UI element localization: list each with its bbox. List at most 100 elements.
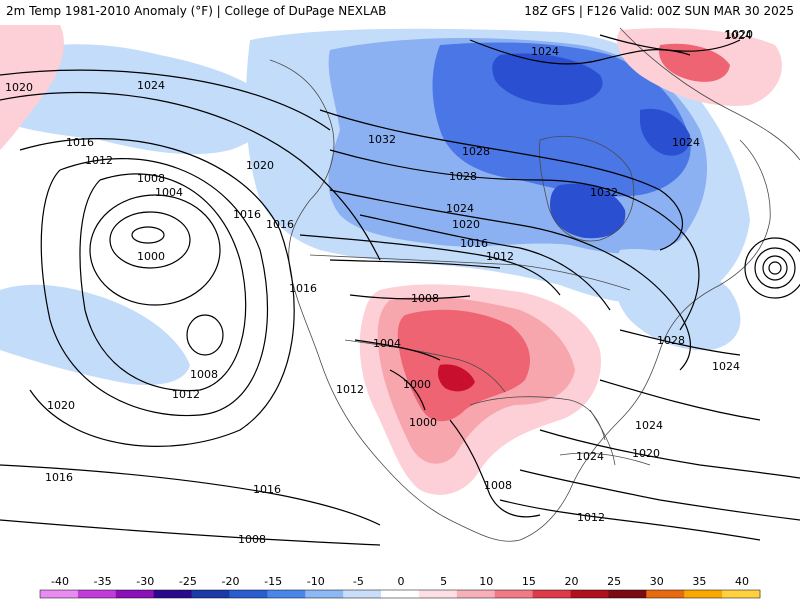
colorbar-tick-label: 35 <box>692 575 706 588</box>
isobar-label: 1032 <box>590 186 618 199</box>
colorbar-band <box>40 590 79 598</box>
colorbar-tick-label: 10 <box>479 575 493 588</box>
isobar-label: 1020 <box>5 81 33 94</box>
isobar-label: 1012 <box>336 383 364 396</box>
colorbar-band <box>608 590 647 598</box>
colorbar-band <box>267 590 306 598</box>
cold-anomaly-atlantic <box>614 249 741 351</box>
colorbar-band <box>684 590 723 598</box>
isobar-label: 1024 <box>137 79 165 92</box>
colorbar-band <box>494 590 534 598</box>
isobar-1016 <box>19 138 295 447</box>
isobar-1020 <box>0 91 381 261</box>
colorbar-band <box>646 590 685 598</box>
coastlines-and-borders <box>269 27 800 542</box>
colorbar-band <box>570 590 609 598</box>
map-title: 2m Temp 1981-2010 Anomaly (°F) | College… <box>6 4 387 18</box>
run-valid-time: 18Z GFS | F126 Valid: 00Z SUN MAR 30 202… <box>524 4 794 18</box>
isobar-label: 1012 <box>486 250 514 263</box>
isobar-label: 1024 <box>724 29 752 42</box>
isobar-labels: 1020 1024 1016 1012 1008 1004 1000 1008 … <box>5 28 753 546</box>
colorbar-band <box>191 590 230 598</box>
colorbar-band <box>153 590 193 598</box>
colorbar-tick-label: 40 <box>735 575 749 588</box>
cold-anomaly-core-north <box>492 53 603 105</box>
isobar-label: 1028 <box>462 145 490 158</box>
isobar-label: 1032 <box>368 133 396 146</box>
isobar-label: 1016 <box>289 282 317 295</box>
isobar-label: 1012 <box>172 388 200 401</box>
colorbar-band <box>381 590 420 598</box>
low-1004 <box>89 194 221 306</box>
isobar-1016-mid <box>299 234 561 296</box>
isobar-1016-south <box>0 464 381 526</box>
colorbar-tick-label: -40 <box>51 575 69 588</box>
isobar-label: 1016 <box>266 218 294 231</box>
colorbar-band <box>115 590 155 598</box>
low-1000-inner <box>131 226 165 244</box>
isobar-label: 1000 <box>409 416 437 429</box>
isobar-label: 1020 <box>725 28 753 41</box>
isobar-1020-mid <box>359 214 611 311</box>
colorbar-tick-label: 20 <box>565 575 579 588</box>
isobar-1012 <box>40 158 269 417</box>
colorbar-tick-label: -20 <box>222 575 240 588</box>
isobar-label: 1012 <box>577 511 605 524</box>
warm-anomaly-greenland-core <box>659 43 730 82</box>
isobar-1032 <box>319 109 684 251</box>
isobar-label: 1000 <box>403 378 431 391</box>
isobar-label: 1024 <box>446 202 474 215</box>
isobar-label: 1020 <box>632 447 660 460</box>
colorbar-tick-label: -25 <box>179 575 197 588</box>
isobar-label: 1016 <box>253 483 281 496</box>
colorbar-bands <box>40 590 761 598</box>
isobar-label: 1008 <box>137 172 165 185</box>
isobar-label: 1008 <box>484 479 512 492</box>
isobar-label: 1008 <box>238 533 266 546</box>
isobar-1012-carib <box>499 499 761 541</box>
isobar-1028-atl <box>619 329 741 356</box>
colorbar-tick-label: 5 <box>440 575 447 588</box>
gulf-coast <box>469 396 606 441</box>
isobar-label: 1016 <box>45 471 73 484</box>
cold-anomaly-alaska <box>0 44 273 155</box>
low-atlantic-3 <box>754 247 796 289</box>
weather-map: 1020 1024 1016 1012 1008 1004 1000 1008 … <box>0 22 800 568</box>
colorbar-tick-label: -30 <box>136 575 154 588</box>
isobar-1004-mid <box>354 339 441 361</box>
colorbar-tick-label: -15 <box>264 575 282 588</box>
isobar-label: 1024 <box>712 360 740 373</box>
isobar-label: 1004 <box>155 186 183 199</box>
isobar-1024-west <box>0 69 331 131</box>
low-atlantic-2 <box>762 255 788 281</box>
us-canada-border <box>309 254 631 291</box>
colorbar-tick-label: 15 <box>522 575 536 588</box>
low-atlantic-4 <box>744 237 800 299</box>
warm-anomaly-bering <box>0 25 64 150</box>
isobars <box>0 34 800 546</box>
warm-anomaly-core <box>437 364 475 392</box>
temperature-anomaly-shading <box>0 25 782 495</box>
isobar-1008 <box>79 173 247 392</box>
warm-anomaly-us-medium <box>397 309 530 422</box>
isobar-1020-ne <box>599 34 741 52</box>
isobar-label: 1024 <box>635 419 663 432</box>
isobar-label: 1020 <box>246 159 274 172</box>
greenland-coast <box>619 27 800 161</box>
isobar-label: 1028 <box>657 334 685 347</box>
florida <box>589 409 616 466</box>
isobar-label: 1024 <box>576 450 604 463</box>
isobar-label: 1016 <box>66 136 94 149</box>
colorbar-band <box>418 590 458 598</box>
colorbar-band <box>456 590 496 598</box>
colorbar-band <box>532 590 572 598</box>
isobar-1000-mid <box>389 369 426 411</box>
colorbar-tick-label: 30 <box>650 575 664 588</box>
isobar-label: 1016 <box>233 208 261 221</box>
isobar-1008-gulf <box>449 419 541 518</box>
colorbar-band <box>722 590 761 598</box>
isobar-1024-mid <box>329 189 691 371</box>
isobar-1020-carib <box>539 429 800 479</box>
hudson-bay <box>539 135 635 242</box>
colorbar-tick-label: -10 <box>307 575 325 588</box>
